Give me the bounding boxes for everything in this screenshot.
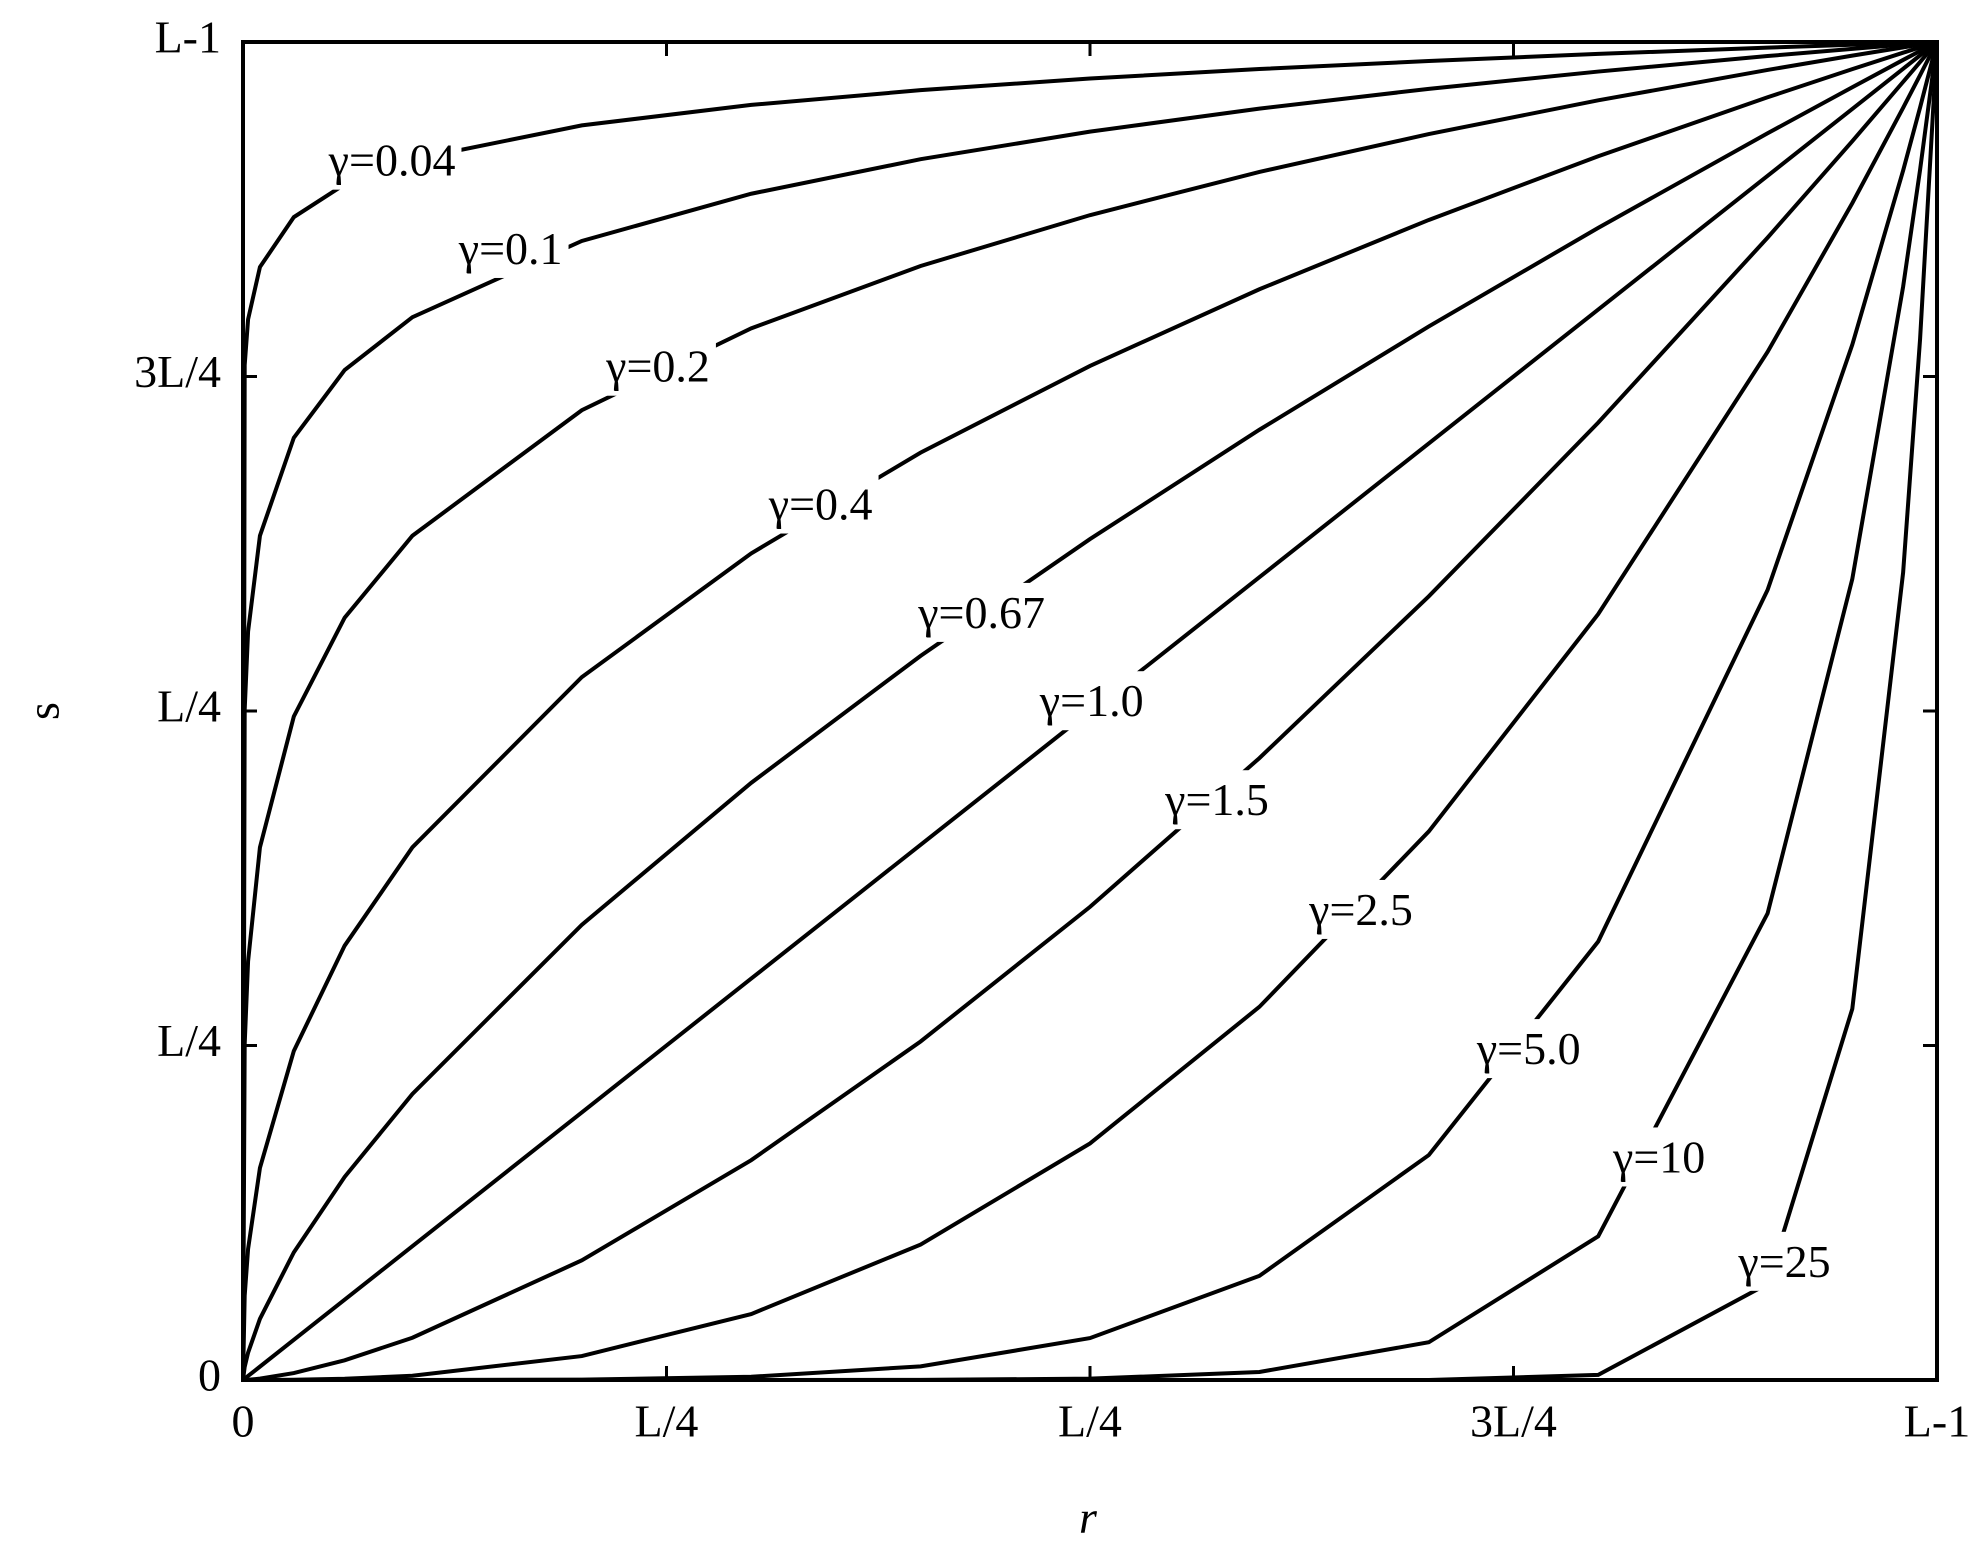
- series-label: γ=0.4: [768, 479, 873, 530]
- label-background: [1158, 770, 1275, 830]
- label-background: [1302, 879, 1419, 939]
- gamma-curve: [241, 40, 1938, 1381]
- series-label: γ=2.5: [1308, 884, 1413, 935]
- y-axis-label: s: [18, 702, 69, 720]
- y-tick-label: 0: [198, 1350, 221, 1401]
- x-axis-label: r: [1079, 1492, 1098, 1543]
- x-tick-label: L/4: [635, 1396, 699, 1447]
- series-label: γ=0.1: [458, 223, 563, 274]
- label-background: [1469, 1019, 1587, 1079]
- gamma-curve: [241, 40, 1938, 1381]
- y-tick-label: L/4: [157, 1015, 221, 1066]
- x-tick-label: 0: [232, 1396, 255, 1447]
- label-background: [761, 474, 879, 534]
- series-label: γ=0.2: [605, 341, 710, 392]
- gamma-curve: [241, 40, 1938, 1381]
- x-tick-label: 3L/4: [1470, 1396, 1557, 1447]
- x-tick-label: L/4: [1058, 1396, 1122, 1447]
- plot-frame: [241, 40, 1939, 1382]
- y-tick-label: L/4: [157, 681, 221, 732]
- label-background: [1032, 671, 1150, 731]
- series-label: γ=1.5: [1164, 774, 1269, 825]
- label-background: [1731, 1231, 1837, 1291]
- series-label: γ=10: [1612, 1131, 1705, 1182]
- series-label: γ=0.67: [917, 587, 1045, 638]
- y-tick-label: 3L/4: [134, 346, 221, 397]
- series-label: γ=25: [1737, 1236, 1830, 1287]
- label-background: [599, 336, 716, 396]
- series-label: γ=5.0: [1476, 1023, 1581, 1074]
- label-background: [911, 582, 1051, 642]
- series-label: γ=0.04: [328, 135, 456, 186]
- label-background: [321, 130, 462, 190]
- x-tick-label: L-1: [1904, 1396, 1970, 1447]
- gamma-curve: [241, 40, 1938, 1381]
- y-tick-label: L-1: [155, 12, 221, 63]
- label-background: [1606, 1127, 1712, 1187]
- label-background: [451, 218, 569, 278]
- series-label: γ=1.0: [1039, 675, 1144, 726]
- gamma-curve: [241, 40, 1938, 1381]
- gamma-curve: [241, 40, 1939, 1382]
